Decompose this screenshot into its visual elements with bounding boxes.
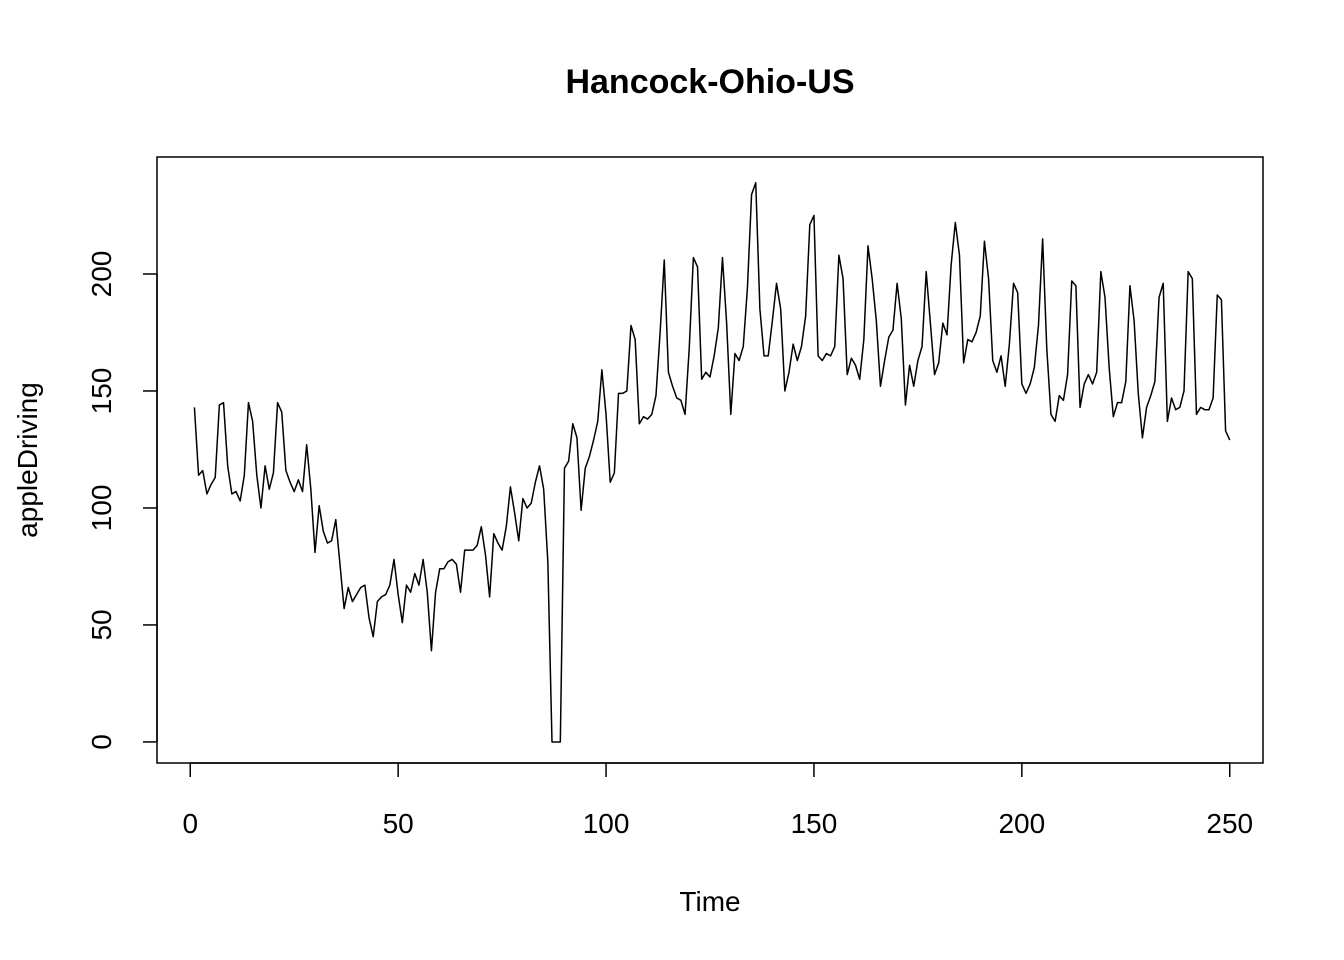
y-tick-label: 100 <box>86 485 117 532</box>
x-tick-label: 250 <box>1206 808 1253 839</box>
y-axis-label: appleDriving <box>12 382 43 538</box>
x-tick-label: 150 <box>791 808 838 839</box>
y-tick-label: 0 <box>86 734 117 750</box>
y-tick-label: 150 <box>86 368 117 415</box>
series-line <box>193 181 1231 743</box>
chart-title: Hancock-Ohio-US <box>565 63 854 101</box>
y-tick-label: 50 <box>86 609 117 640</box>
x-axis: 0 50 100 150 200 250 <box>182 762 1253 839</box>
x-tick-label: 50 <box>383 808 414 839</box>
plot-area <box>156 156 1264 764</box>
y-axis: 0 50 100 150 200 <box>86 251 158 750</box>
x-axis-label: Time <box>679 886 740 917</box>
x-tick-label: 0 <box>182 808 198 839</box>
y-tick-label: 200 <box>86 251 117 298</box>
x-tick-label: 200 <box>998 808 1045 839</box>
x-tick-label: 100 <box>583 808 630 839</box>
